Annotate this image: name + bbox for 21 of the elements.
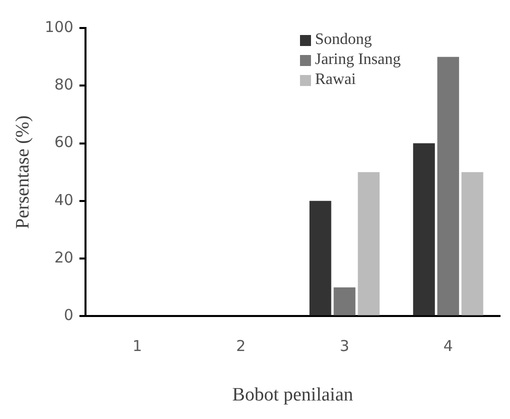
x-tick-label: 3 — [340, 337, 350, 356]
y-tick-label: 20 — [54, 248, 74, 266]
bar — [309, 200, 332, 316]
y-tick-label: 80 — [54, 76, 74, 94]
y-tick-label: 40 — [54, 190, 74, 209]
legend-label: Jaring Insang — [315, 50, 401, 70]
x-tick-label: 2 — [236, 337, 246, 356]
x-tick-label: 4 — [443, 337, 453, 356]
y-tick-label: 100 — [44, 18, 74, 36]
y-tick-label: 0 — [64, 306, 74, 324]
y-axis-title: Persentase (%) — [12, 115, 34, 229]
x-axis-title: Bobot penilaian — [232, 384, 354, 406]
bar — [334, 287, 356, 316]
legend-label: Rawai — [315, 70, 356, 90]
legend-label: Sondong — [315, 30, 372, 50]
bar — [461, 172, 484, 316]
bar — [413, 143, 435, 316]
bar — [437, 56, 460, 316]
bar — [358, 172, 380, 316]
x-tick-label: 1 — [132, 337, 142, 356]
y-tick-label: 60 — [54, 133, 74, 152]
